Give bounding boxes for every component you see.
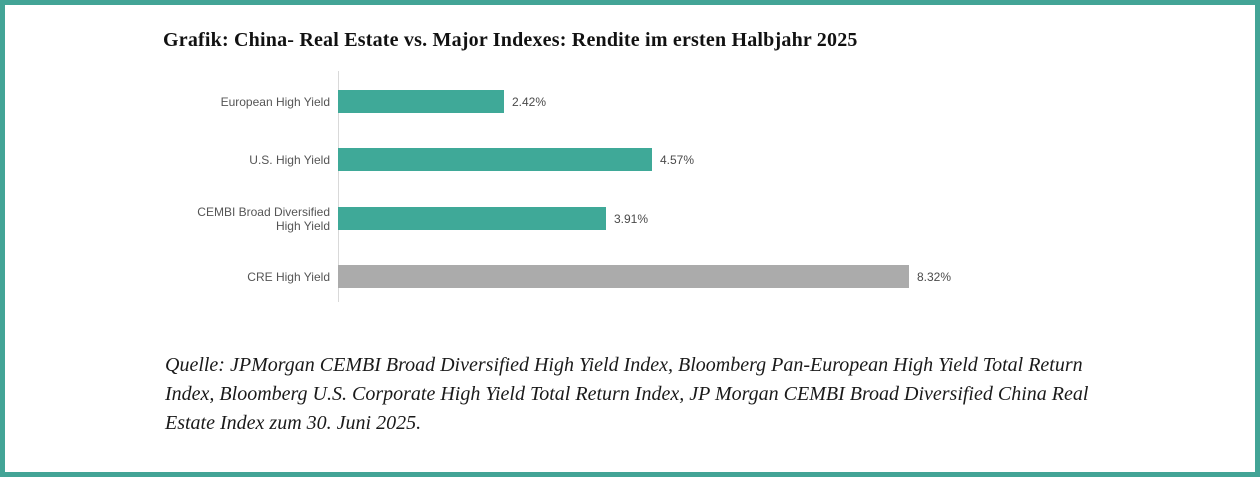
category-label: European High Yield: [220, 94, 330, 109]
category-label: CRE High Yield: [247, 269, 330, 284]
bar: [338, 207, 606, 230]
value-label: 2.42%: [512, 94, 547, 109]
category-label: U.S. High Yield: [249, 152, 330, 167]
bar: [338, 265, 909, 288]
value-label: 8.32%: [917, 269, 952, 284]
bar-row: CEMBI Broad Diversified High Yield 3.91%: [188, 204, 649, 233]
y-axis-line: [338, 71, 339, 302]
bar-row: U.S. High Yield 4.57%: [188, 148, 694, 171]
value-label: 4.57%: [660, 152, 695, 167]
bar: [338, 148, 652, 171]
category-label: CEMBI Broad Diversified High Yield: [197, 204, 330, 233]
bar: [338, 90, 504, 113]
bar-row: CRE High Yield 8.32%: [188, 265, 951, 288]
chart-title: Grafik: China- Real Estate vs. Major Ind…: [163, 29, 858, 51]
source-line: Index, Bloomberg U.S. Corporate High Yie…: [165, 383, 1089, 405]
source-line: Estate Index zum 30. Juni 2025.: [165, 412, 422, 434]
value-label: 3.91%: [614, 211, 649, 226]
source-line: Quelle: JPMorgan CEMBI Broad Diversified…: [165, 354, 1083, 376]
source-citation: Quelle: JPMorgan CEMBI Broad Diversified…: [165, 351, 1195, 438]
bar-row: European High Yield 2.42%: [188, 90, 546, 113]
